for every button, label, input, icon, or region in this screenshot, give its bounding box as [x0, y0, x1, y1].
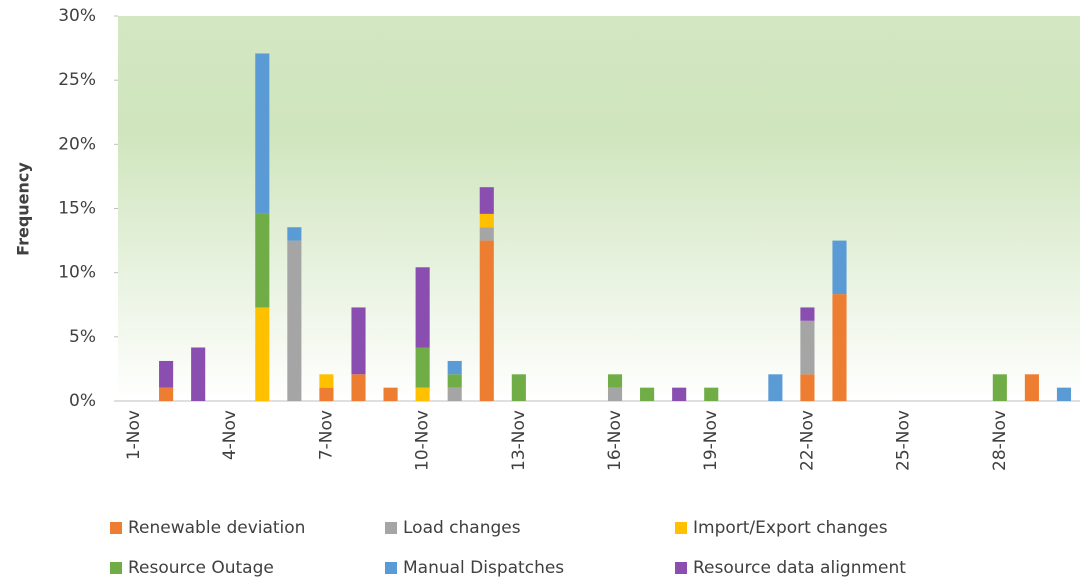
x-tick-label: 19-Nov — [701, 410, 721, 471]
bar-segment — [800, 374, 815, 401]
bar-segment — [287, 240, 302, 401]
bar-segment — [255, 213, 270, 308]
bar-segment — [672, 387, 687, 401]
x-tick-label: 4-Nov — [220, 410, 240, 460]
bar-segment — [159, 387, 174, 401]
bar-segment — [447, 387, 462, 401]
legend-label: Resource Outage — [128, 558, 274, 578]
y-tick-label: 5% — [69, 327, 96, 347]
y-tick-label: 25% — [58, 70, 96, 90]
bar-segment — [447, 374, 462, 388]
legend-swatch — [110, 562, 122, 574]
bar-segment — [704, 387, 719, 401]
bar-segment — [768, 374, 783, 401]
plot-area — [118, 16, 1080, 401]
bar-segment — [479, 240, 494, 401]
bar-segment — [319, 387, 334, 401]
bar-segment — [287, 227, 302, 241]
y-tick-label: 10% — [58, 263, 96, 283]
bar-segment — [607, 374, 623, 388]
bar-segment — [319, 374, 334, 388]
y-tick-label: 0% — [69, 391, 96, 411]
legend-swatch — [110, 522, 122, 534]
bar-segment — [447, 360, 462, 375]
bar-segment — [607, 387, 623, 401]
bar-segment — [479, 227, 494, 241]
x-tick-label: 13-Nov — [509, 410, 529, 471]
x-tick-label: 25-Nov — [894, 410, 914, 471]
bar-segment — [992, 374, 1007, 401]
bar-segment — [255, 53, 270, 214]
bar-segment — [800, 320, 815, 375]
bar-segment — [800, 307, 815, 321]
bar-segment — [1056, 387, 1072, 401]
legend-swatch — [675, 522, 687, 534]
bar-segment — [415, 267, 430, 348]
bar-segment — [351, 307, 366, 375]
x-tick-label: 16-Nov — [605, 410, 625, 471]
bar-segment — [415, 387, 430, 401]
legend-swatch — [675, 562, 687, 574]
legend-label: Resource data alignment — [693, 558, 906, 578]
y-tick-label: 15% — [58, 199, 96, 219]
bar-segment — [479, 213, 494, 228]
legend-label: Import/Export changes — [693, 518, 888, 538]
bar-segment — [351, 374, 366, 401]
legend-swatch — [385, 522, 397, 534]
bar-segment — [640, 387, 655, 401]
y-axis-title: Frequency — [14, 162, 33, 256]
bar-segment — [511, 374, 526, 401]
bar-segment — [832, 240, 847, 295]
legend-label: Renewable deviation — [128, 518, 305, 538]
legend-swatch — [385, 562, 397, 574]
x-tick-label: 22-Nov — [797, 410, 817, 471]
bar-segment — [1024, 374, 1039, 401]
bar-segment — [832, 294, 847, 401]
bar-segment — [255, 307, 270, 401]
bar-segment — [479, 187, 494, 214]
x-tick-label: 1-Nov — [124, 410, 144, 460]
bar-segment — [383, 387, 398, 401]
bar-segment — [415, 347, 430, 388]
bar-segment — [159, 360, 174, 388]
legend-label: Load changes — [403, 518, 521, 538]
x-tick-label: 10-Nov — [413, 410, 433, 471]
y-tick-label: 30% — [58, 6, 96, 26]
x-tick-label: 7-Nov — [316, 410, 336, 460]
bar-segment — [191, 347, 206, 401]
legend-label: Manual Dispatches — [403, 558, 564, 578]
y-tick-label: 20% — [58, 134, 96, 154]
x-tick-label: 28-Nov — [990, 410, 1010, 471]
